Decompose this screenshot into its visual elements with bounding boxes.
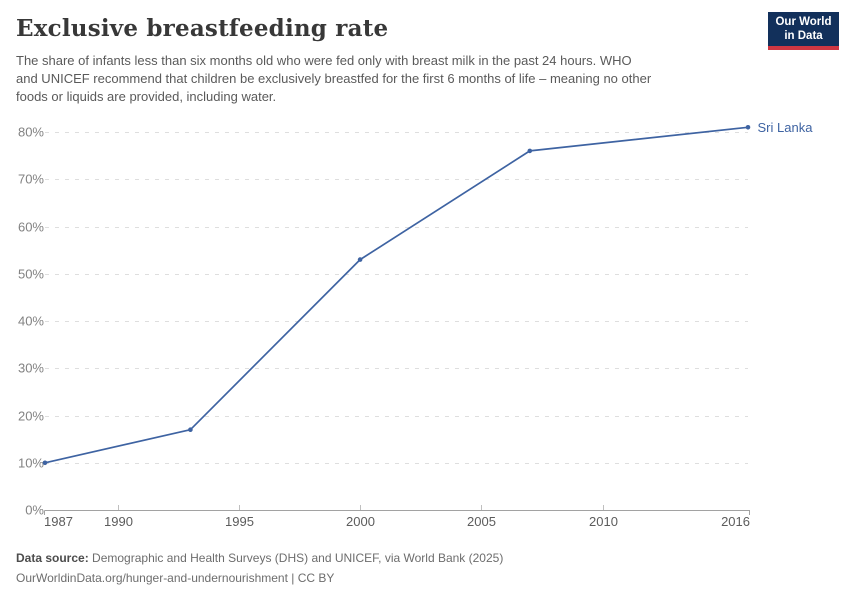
data-point-marker [42,460,48,466]
y-tick-label: 40% [18,314,44,329]
data-point-marker [188,427,193,433]
data-source-label: Data source: [16,551,89,565]
x-tick-label: 1987 [44,514,73,529]
x-tick-label: 1995 [225,514,254,529]
y-tick-label: 70% [18,172,44,187]
subtitle-line-1: The share of infants less than six month… [16,53,632,68]
owid-logo-text: Our World in Data [768,12,839,46]
y-tick-label: 10% [18,456,44,471]
x-tick-label: 2005 [467,514,496,529]
data-point-marker [527,148,533,154]
data-source-text: Demographic and Health Surveys (DHS) and… [92,551,504,565]
data-point-marker [357,257,363,262]
y-tick-label: 80% [18,125,44,140]
series-line[interactable] [44,126,749,464]
attribution-line: OurWorldinData.org/hunger-and-undernouri… [16,570,335,585]
x-tick-label: 2010 [589,514,618,529]
x-tick-label: 2016 [721,514,750,529]
y-tick-label: 50% [18,267,44,282]
owid-logo-red-bar [768,46,839,50]
owid-logo[interactable]: Our World in Data [768,12,839,50]
data-source-line: Data source: Demographic and Health Surv… [16,549,503,569]
y-tick-label: 20% [18,409,44,424]
data-point-marker [745,125,751,130]
x-tick-label: 1990 [104,514,133,529]
chart-title: Exclusive breastfeeding rate [16,15,389,42]
y-tick-label: 30% [18,361,44,376]
owid-logo-line-1: Our World [775,16,832,28]
owid-logo-line-2: in Data [784,29,823,42]
series-entity-label[interactable]: Sri Lanka [758,120,814,135]
y-tick-label: 60% [18,220,44,235]
chart-header: Exclusive breastfeeding rate The share o… [0,0,850,106]
chart-subtitle: The share of infants less than six month… [16,52,834,106]
y-tick-label: 0% [25,503,44,518]
x-tick-label: 2000 [346,514,375,529]
subtitle-line-3: foods or liquids are provided, including… [16,89,277,104]
subtitle-line-2: and UNICEF recommend that children be ex… [16,71,652,86]
chart-footer: Data source: Demographic and Health Surv… [16,549,503,588]
